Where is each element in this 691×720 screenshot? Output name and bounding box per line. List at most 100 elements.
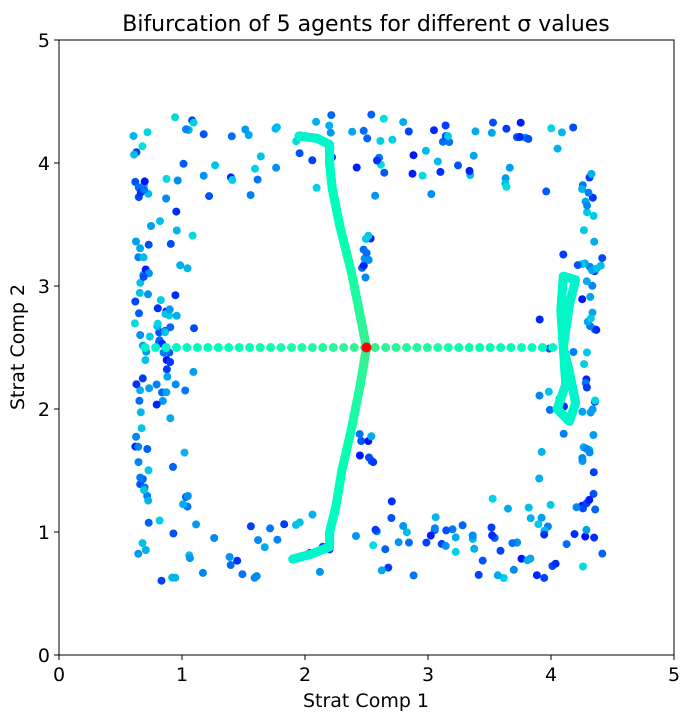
noise-point	[496, 546, 505, 555]
noise-point	[451, 547, 460, 556]
right-column-point	[586, 292, 595, 301]
top-row-point	[241, 125, 250, 134]
noise-point	[524, 503, 533, 512]
bottom-row-point	[402, 528, 411, 537]
top-row-point	[487, 128, 496, 137]
bottom-row-point	[238, 570, 247, 579]
right-column-point	[589, 468, 598, 477]
noise-point	[488, 494, 497, 503]
right-column-point	[589, 489, 598, 498]
bottom-row-point	[532, 571, 541, 580]
top-row-point	[199, 130, 208, 139]
left-column-point	[132, 237, 140, 246]
y-tick-label: 5	[38, 30, 50, 52]
noise-point	[180, 448, 189, 457]
noise-point	[505, 163, 514, 172]
noise-point	[233, 556, 242, 565]
top-row-point	[489, 118, 497, 127]
noise-point	[367, 110, 376, 119]
bottom-row-point	[448, 525, 457, 534]
x-tick-label: 3	[422, 664, 434, 686]
noise-point	[535, 391, 544, 400]
noise-point	[537, 513, 546, 522]
noise-point	[173, 176, 182, 185]
noise-point	[141, 546, 150, 554]
center-vertical-lower-point	[355, 430, 364, 439]
noise-point	[553, 144, 562, 153]
left-column-point	[145, 384, 154, 393]
noise-point	[181, 386, 190, 395]
right-column-point	[578, 407, 587, 416]
left-column-point	[132, 432, 141, 441]
lower-branch-point	[288, 554, 298, 564]
noise-point	[409, 571, 418, 580]
noise-point	[573, 261, 582, 270]
left-inner-column-point	[153, 304, 162, 313]
noise-point	[135, 288, 144, 297]
noise-point	[166, 239, 175, 248]
top-row-point	[471, 127, 480, 136]
left-column-point	[136, 408, 145, 417]
noise-point	[493, 571, 502, 580]
noise-point	[308, 510, 317, 519]
bottom-row-point	[431, 513, 440, 522]
x-tick-label: 1	[176, 664, 188, 686]
bottom-row-point	[441, 541, 450, 550]
noise-point	[430, 524, 439, 533]
horizontal-branch-point	[548, 343, 558, 352]
noise-point	[156, 217, 164, 226]
bottom-row-point	[371, 525, 380, 534]
noise-point	[557, 128, 566, 137]
noise-point	[205, 192, 214, 201]
noise-point	[572, 503, 581, 512]
noise-point	[171, 291, 180, 300]
bottom-row-point	[254, 536, 263, 545]
horizontal-branch-point	[140, 343, 150, 352]
horizontal-branch-point	[339, 343, 349, 352]
noise-point	[509, 565, 518, 574]
noise-point	[586, 314, 595, 323]
right-column-point	[578, 454, 587, 462]
bottom-row-point	[226, 561, 235, 569]
bottom-row-point	[468, 531, 477, 540]
noise-point	[369, 541, 378, 550]
noise-point	[376, 136, 385, 145]
noise-point	[451, 533, 460, 542]
noise-point	[535, 315, 544, 324]
noise-point	[377, 566, 386, 575]
horizontal-branch-point	[318, 343, 328, 352]
horizontal-branch-point	[412, 343, 422, 352]
y-tick-label: 1	[38, 522, 50, 544]
noise-point	[534, 520, 543, 529]
noise-point	[130, 319, 139, 328]
horizontal-branch-point	[517, 343, 526, 352]
noise-point	[523, 556, 532, 565]
top-row-point	[502, 124, 511, 133]
bottom-row-point	[387, 514, 396, 522]
bottom-row-point	[470, 544, 479, 553]
left-column-point	[136, 386, 145, 395]
right-column-point	[590, 237, 599, 246]
horizontal-branch-point	[402, 343, 411, 352]
noise-point	[592, 264, 601, 273]
left-column-point	[144, 496, 153, 505]
noise-point	[250, 573, 259, 582]
bottom-row-point	[405, 538, 413, 547]
left-column-point	[139, 272, 148, 281]
right-column-point	[581, 532, 590, 541]
noise-point	[153, 319, 162, 328]
noise-point	[545, 405, 554, 414]
noise-point	[582, 444, 591, 453]
left-column-point	[136, 278, 145, 287]
noise-point	[547, 124, 556, 133]
horizontal-branch-point	[307, 343, 317, 352]
left-inner-column-point	[152, 380, 161, 389]
top-row-point	[295, 149, 304, 158]
horizontal-branch-point	[151, 343, 161, 352]
noise-point	[535, 474, 544, 483]
top-row-point	[404, 127, 413, 136]
noise-point	[169, 529, 178, 538]
noise-point	[418, 171, 427, 180]
left-column-point	[138, 374, 147, 383]
y-tick-label: 3	[38, 276, 50, 298]
